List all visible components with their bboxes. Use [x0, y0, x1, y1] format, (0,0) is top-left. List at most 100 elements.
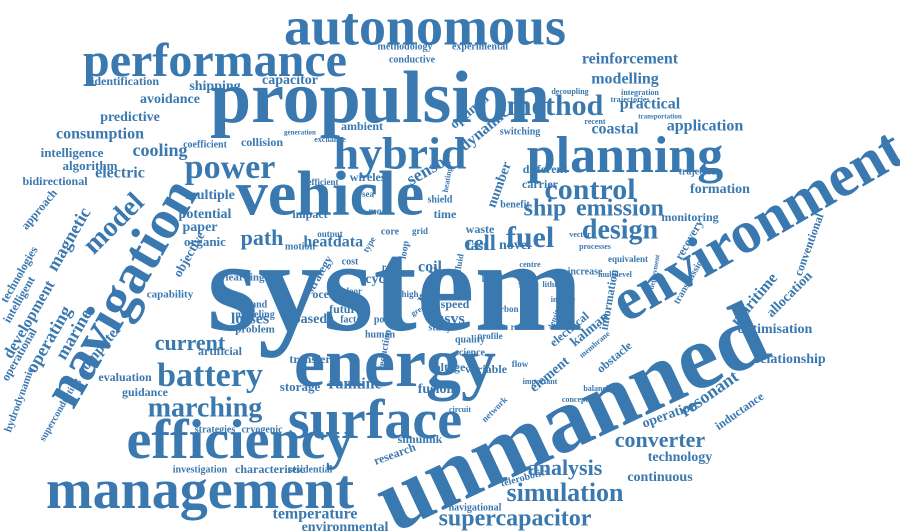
word-reinforcement: reinforcement	[582, 51, 679, 68]
word-waste: waste	[466, 222, 495, 236]
word-path: path	[241, 225, 284, 250]
word-heating: heating	[441, 167, 454, 194]
word-identification: identification	[91, 74, 159, 88]
word-characteristic: characteristic	[235, 462, 306, 476]
word-efficient: efficient	[308, 177, 339, 187]
word-factor: factor	[340, 314, 366, 325]
word-ambient: ambient	[341, 119, 383, 133]
word-potential: potential	[179, 207, 232, 222]
word-paper: paper	[183, 220, 218, 235]
word-system: system	[207, 215, 582, 359]
word-equivalent: equivalent	[608, 254, 648, 264]
word-ship: ship	[524, 196, 567, 222]
word-losses: losses	[231, 311, 269, 328]
word-study: study	[428, 322, 451, 333]
word-method: method	[507, 89, 604, 122]
word-real: real	[382, 262, 399, 273]
word-emission: emission	[576, 196, 664, 222]
word-cost: cost	[342, 256, 359, 267]
word-application: application	[667, 118, 744, 135]
word-coastal: coastal	[591, 121, 639, 138]
word-carbon: carbon	[492, 304, 519, 314]
word-trajectory: trajectory	[679, 166, 722, 177]
word-human: human	[365, 329, 395, 340]
word-residential: residential	[288, 464, 333, 475]
word-evaluation: evaluation	[98, 370, 152, 384]
word-methodology: methodology	[378, 41, 433, 52]
word-science: science	[455, 347, 486, 358]
word-speed: speed	[441, 297, 470, 311]
word-environmental: environmental	[302, 520, 389, 532]
word-learning: learning	[225, 272, 265, 284]
word-wireless: wireless	[350, 170, 391, 184]
word-problem: problem	[235, 324, 275, 336]
word-cycle: cycle	[365, 272, 395, 287]
word-variable: variable	[465, 362, 508, 376]
word-multilevel: multilevel	[598, 270, 633, 279]
word-electric: electric	[95, 165, 145, 182]
word-core: core	[381, 226, 400, 237]
word-formation: formation	[690, 182, 750, 197]
word-fuel: fuel	[506, 221, 554, 254]
word-temperature: temperature	[273, 506, 358, 523]
word-marching: marching	[148, 392, 263, 423]
word-exchange: exchange	[314, 135, 346, 144]
word-bidirectional: bidirectional	[22, 174, 88, 188]
word-coefficient: coefficient	[183, 139, 228, 150]
word-grid: grid	[412, 226, 428, 236]
word-load: load	[482, 274, 499, 284]
word-carrier: carrier	[522, 177, 559, 191]
word-shield: shield	[427, 194, 452, 205]
word-output: output	[317, 229, 343, 239]
word-investigation: investigation	[173, 464, 228, 475]
word-avoidance: avoidance	[140, 92, 200, 107]
word-lithium: lithium	[543, 280, 568, 289]
word-management: management	[46, 459, 354, 521]
word-coil: coil	[418, 259, 443, 276]
word-battery: battery	[157, 357, 263, 394]
word-heat: heat	[303, 234, 333, 251]
word-modelling: modelling	[591, 71, 659, 88]
word-high: high	[401, 289, 418, 299]
word-impact: impact	[292, 207, 327, 221]
word-supercapacitor: supercapacitor	[439, 506, 592, 532]
word-optimisation: optimisation	[738, 322, 813, 337]
word-future: future	[329, 302, 361, 316]
word-concept: concept	[562, 395, 589, 404]
word-loop: loop	[398, 240, 412, 260]
word-generation: generation	[284, 129, 316, 137]
word-recent: recent	[584, 117, 606, 126]
word-experimental: experimental	[452, 41, 508, 52]
word-time: time	[434, 207, 457, 221]
word-control: control	[544, 173, 635, 206]
word-decoupling: decoupling	[551, 87, 588, 96]
word-profile: profile	[477, 331, 502, 341]
word-cell: cell	[464, 230, 496, 255]
word-novel: novel	[499, 238, 531, 253]
word-cryogenic: cryogenic	[241, 424, 283, 435]
word-design: design	[582, 214, 659, 245]
word-capacitor: capacitor	[262, 73, 318, 88]
word-transfer: transfer	[289, 352, 331, 366]
word-door: door	[344, 286, 362, 296]
word-switching: switching	[500, 126, 541, 137]
word-predictive: predictive	[100, 110, 160, 125]
word-point: point	[374, 314, 397, 325]
word-simulink: simulink	[398, 432, 443, 446]
word-inverse: inverse	[551, 295, 576, 304]
word-multiple: multiple	[185, 188, 235, 203]
word-organic: organic	[184, 234, 226, 249]
word-cost: cost	[345, 294, 360, 304]
word-circuit: circuit	[449, 405, 471, 414]
word-based: based	[293, 312, 327, 327]
word-efficiency: efficiency	[127, 409, 354, 471]
word-flow: flow	[512, 359, 529, 369]
word-processes: processes	[579, 242, 611, 251]
word-benefit: benefit	[500, 199, 530, 210]
word-voltage: voltage	[429, 360, 466, 374]
word-strategies: strategies	[195, 424, 236, 435]
word-motion: motion	[285, 241, 315, 252]
word-reliable: reliable	[511, 322, 540, 332]
word-power: power	[185, 149, 276, 186]
word-fast: fast	[466, 239, 488, 254]
